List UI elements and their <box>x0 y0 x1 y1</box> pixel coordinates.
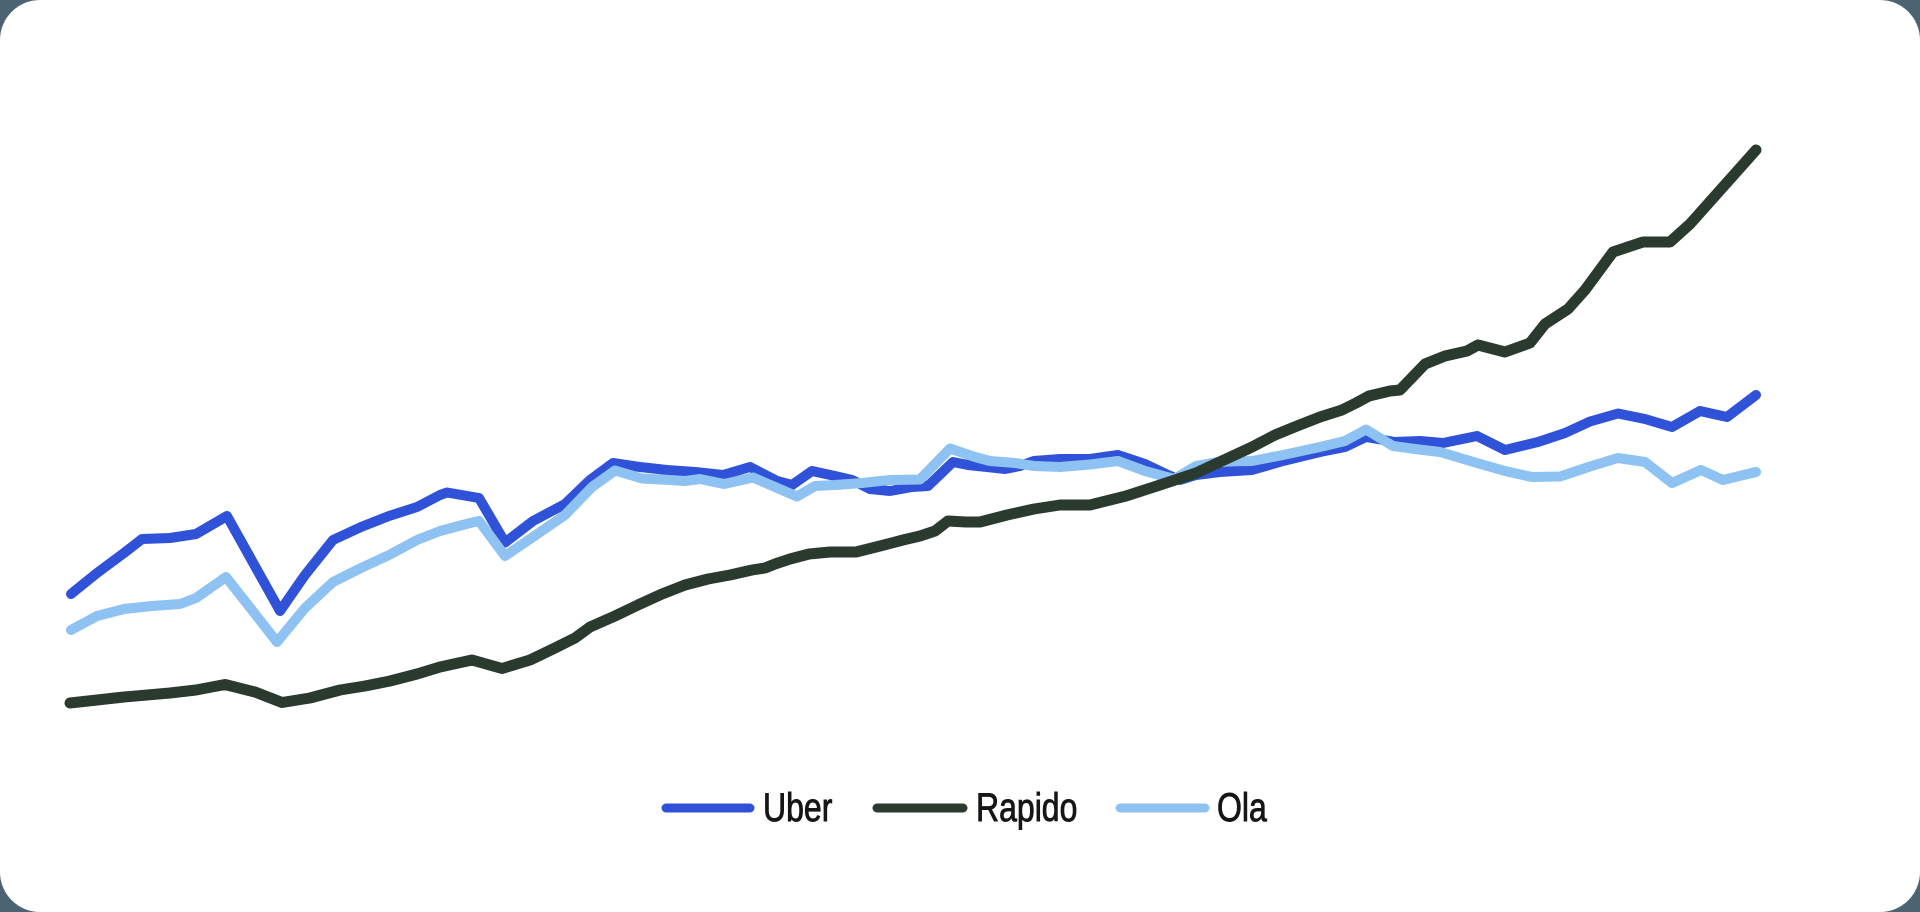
svg-text:Ola: Ola <box>1217 785 1268 830</box>
svg-text:Uber: Uber <box>763 785 832 830</box>
svg-text:Rapido: Rapido <box>976 785 1077 830</box>
